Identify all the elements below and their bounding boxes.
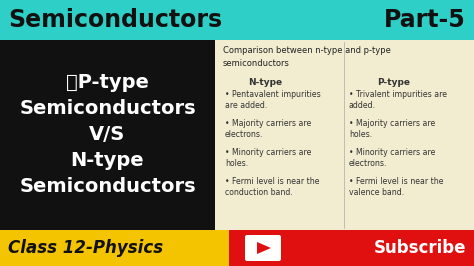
Text: • Minority carriers are
holes.: • Minority carriers are holes. xyxy=(225,148,311,168)
Text: • Majority carriers are
holes.: • Majority carriers are holes. xyxy=(349,119,435,139)
Text: P-type: P-type xyxy=(377,78,410,87)
Text: • Fermi level is near the
conduction band.: • Fermi level is near the conduction ban… xyxy=(225,177,319,197)
Text: • Majority carriers are
electrons.: • Majority carriers are electrons. xyxy=(225,119,311,139)
Text: V/S: V/S xyxy=(90,126,126,144)
Text: N-type: N-type xyxy=(248,78,282,87)
Text: Semiconductors: Semiconductors xyxy=(19,177,196,197)
Text: ✅P-type: ✅P-type xyxy=(66,73,149,93)
FancyBboxPatch shape xyxy=(245,235,281,261)
Bar xyxy=(0,0,474,40)
Bar xyxy=(229,230,474,266)
Text: Class 12-Physics: Class 12-Physics xyxy=(8,239,163,257)
Text: N-type: N-type xyxy=(71,152,144,171)
Bar xyxy=(215,40,474,230)
Text: Part-5: Part-5 xyxy=(384,8,466,32)
Text: Subscribe: Subscribe xyxy=(374,239,466,257)
Bar xyxy=(0,230,229,266)
Text: Semiconductors: Semiconductors xyxy=(8,8,222,32)
Text: • Fermi level is near the
valence band.: • Fermi level is near the valence band. xyxy=(349,177,444,197)
Bar xyxy=(0,40,215,230)
Polygon shape xyxy=(257,242,271,254)
Text: • Trivalent impurities are
added.: • Trivalent impurities are added. xyxy=(349,90,447,110)
Text: • Pentavalent impurities
are added.: • Pentavalent impurities are added. xyxy=(225,90,321,110)
Text: Semiconductors: Semiconductors xyxy=(19,99,196,118)
Text: • Minority carriers are
electrons.: • Minority carriers are electrons. xyxy=(349,148,436,168)
Text: Comparison between n-type and p-type
semiconductors: Comparison between n-type and p-type sem… xyxy=(223,46,391,68)
